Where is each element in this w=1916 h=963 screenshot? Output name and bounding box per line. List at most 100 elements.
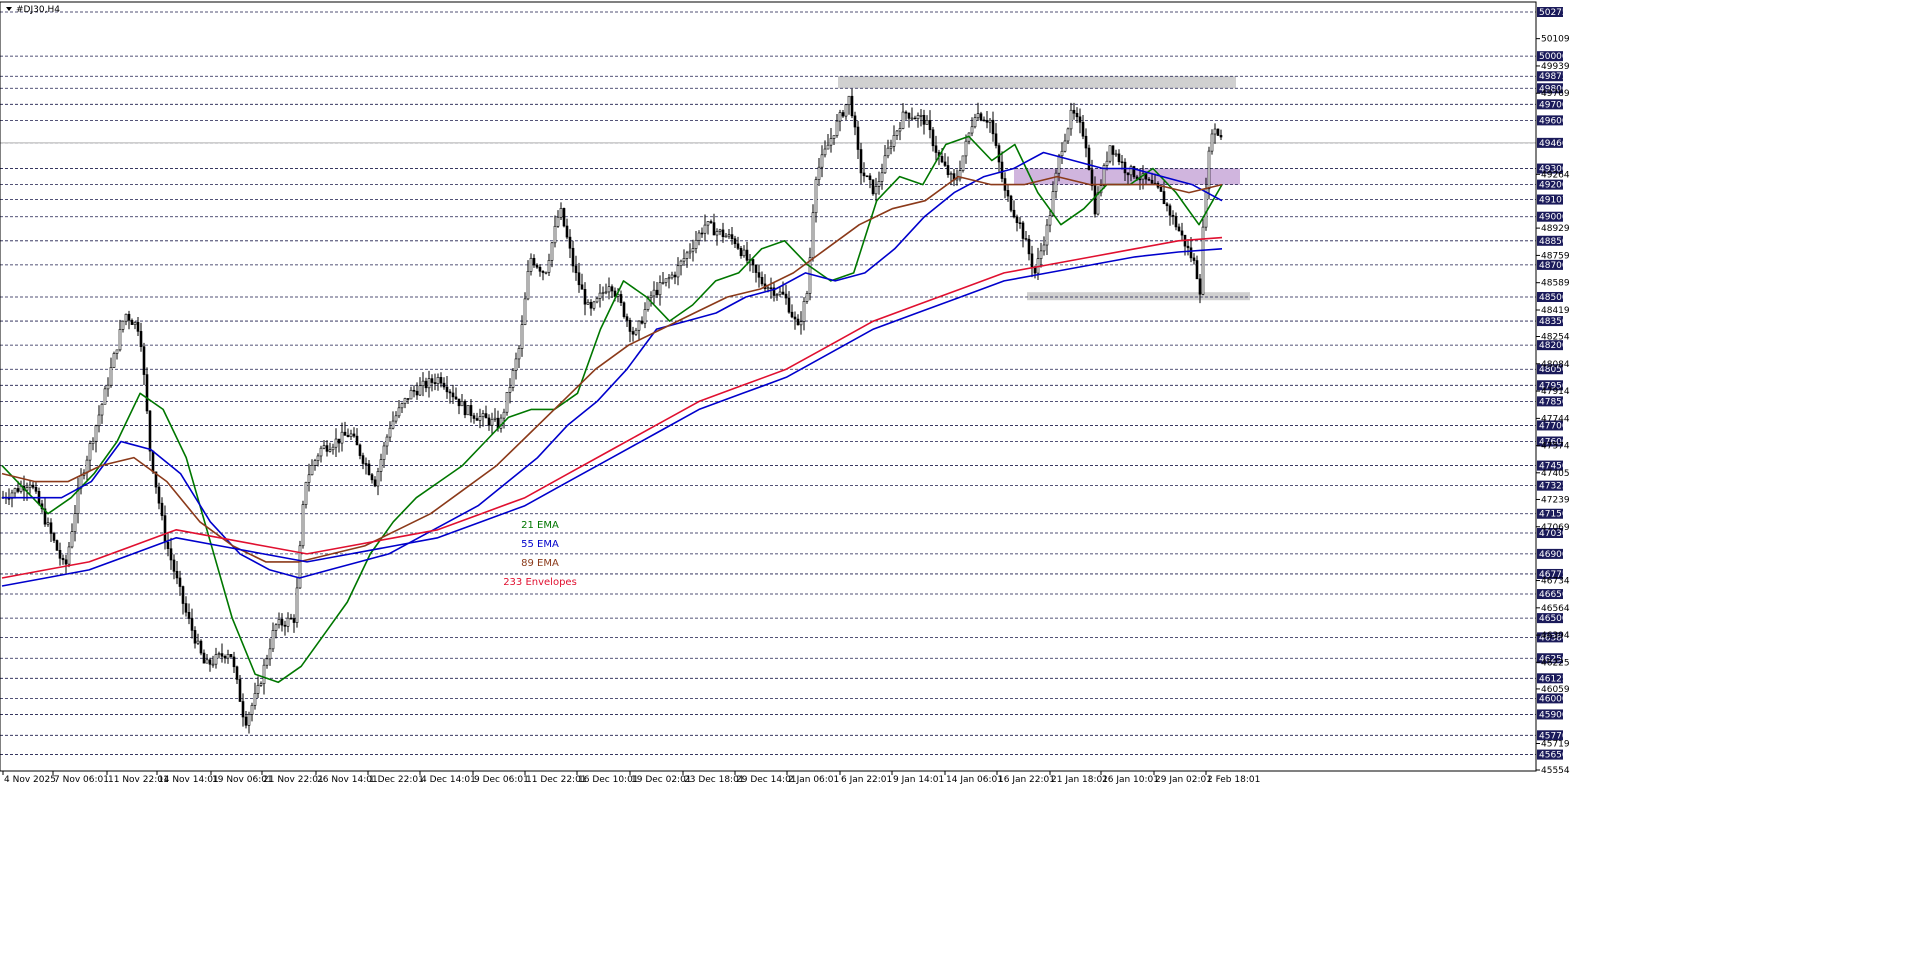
- candle-body: [796, 318, 800, 326]
- candle-body: [1201, 226, 1205, 295]
- candle-body: [145, 374, 149, 412]
- y-tick-label: 48929: [1541, 224, 1570, 234]
- candle: [607, 277, 611, 300]
- price-tag: [1537, 179, 1563, 190]
- candle-body: [613, 290, 617, 297]
- candle-body: [244, 716, 248, 726]
- candle: [985, 111, 989, 129]
- price-tag: [1537, 115, 1563, 126]
- candle: [301, 500, 305, 549]
- candle-body: [163, 515, 167, 543]
- candle-body: [565, 225, 569, 238]
- candle: [736, 236, 740, 250]
- candle: [913, 115, 917, 120]
- candle: [442, 377, 446, 390]
- candle-body: [1075, 112, 1079, 118]
- candle-body: [262, 664, 266, 684]
- candle-body: [514, 358, 518, 371]
- price-axis[interactable]: 50275 50000 49875 49800 49700 49600 49460 49300…: [1536, 7, 1570, 776]
- candle: [724, 232, 728, 238]
- candle: [280, 613, 284, 632]
- candle: [397, 400, 401, 419]
- candle: [286, 612, 290, 633]
- candle-body: [595, 298, 599, 303]
- candle: [193, 626, 197, 649]
- candle-body: [739, 248, 743, 257]
- candle-body: [988, 119, 992, 123]
- candle: [1138, 168, 1142, 190]
- candle-body: [826, 144, 830, 150]
- candle: [685, 250, 689, 268]
- candle-body: [250, 704, 254, 715]
- candle-body: [115, 349, 119, 354]
- y-tick-label: 47574: [1541, 442, 1570, 452]
- candle: [661, 272, 665, 285]
- candle: [682, 249, 686, 266]
- candle-body: [892, 135, 896, 147]
- candle-body: [1078, 116, 1082, 123]
- candle: [307, 463, 311, 492]
- candle-body: [874, 186, 878, 195]
- candle: [379, 453, 383, 482]
- candle-body: [1084, 135, 1088, 149]
- candle: [856, 121, 860, 159]
- candle-body: [292, 618, 296, 623]
- dropdown-triangle-icon[interactable]: [6, 7, 12, 11]
- price-tag-label: 48050: [1539, 365, 1568, 375]
- candle-body: [679, 260, 683, 267]
- candle: [559, 202, 563, 221]
- y-tick-label: 47405: [1541, 469, 1570, 479]
- candle: [721, 222, 725, 243]
- candle-body: [1000, 161, 1004, 179]
- candle-body: [238, 679, 242, 702]
- candle: [1216, 128, 1220, 137]
- candle-body: [1045, 224, 1049, 246]
- candle: [874, 177, 878, 202]
- candle: [1117, 149, 1121, 166]
- candle: [331, 443, 335, 455]
- candle: [334, 428, 338, 458]
- candle: [235, 665, 239, 684]
- candle-body: [109, 367, 113, 386]
- candle-body: [49, 522, 53, 534]
- candle-body: [253, 693, 257, 706]
- candle: [13, 487, 17, 499]
- candle-body: [28, 484, 32, 488]
- candle-body: [790, 311, 794, 318]
- candle-body: [31, 484, 35, 488]
- candle: [574, 255, 578, 281]
- price-tag: [1537, 211, 1563, 222]
- candle-body: [868, 175, 872, 180]
- candle-body: [460, 401, 464, 407]
- candle-body: [1132, 166, 1136, 178]
- candle: [841, 109, 845, 118]
- candle: [310, 459, 314, 476]
- price-tag-label: 46380: [1539, 633, 1568, 643]
- x-tick-label: 29 Jan 02:01: [1155, 775, 1212, 785]
- candle: [73, 505, 77, 542]
- candle: [700, 227, 704, 238]
- candle-body: [301, 504, 305, 547]
- candle-body: [619, 294, 623, 304]
- candle-body: [379, 459, 383, 472]
- x-tick-label: 2 Feb 18:01: [1207, 775, 1260, 785]
- candle-body: [469, 405, 473, 416]
- candle-body: [478, 416, 482, 421]
- candle-body: [124, 313, 128, 322]
- x-tick-label: 4 Nov 2025: [4, 775, 56, 785]
- x-tick-label: 9 Dec 06:01: [474, 775, 529, 785]
- candle-body: [229, 654, 233, 658]
- candle-body: [406, 398, 410, 400]
- candle-body: [802, 301, 806, 322]
- y-tick-label: 47239: [1541, 495, 1570, 505]
- chart-title: #DJ30,H4: [6, 5, 60, 15]
- candle-body: [154, 471, 158, 488]
- candle-body: [778, 291, 782, 295]
- candle-body: [1021, 222, 1025, 239]
- candle: [694, 231, 698, 254]
- candle-body: [61, 558, 65, 561]
- price-tag-label: 47600: [1539, 437, 1568, 447]
- candle: [529, 253, 533, 276]
